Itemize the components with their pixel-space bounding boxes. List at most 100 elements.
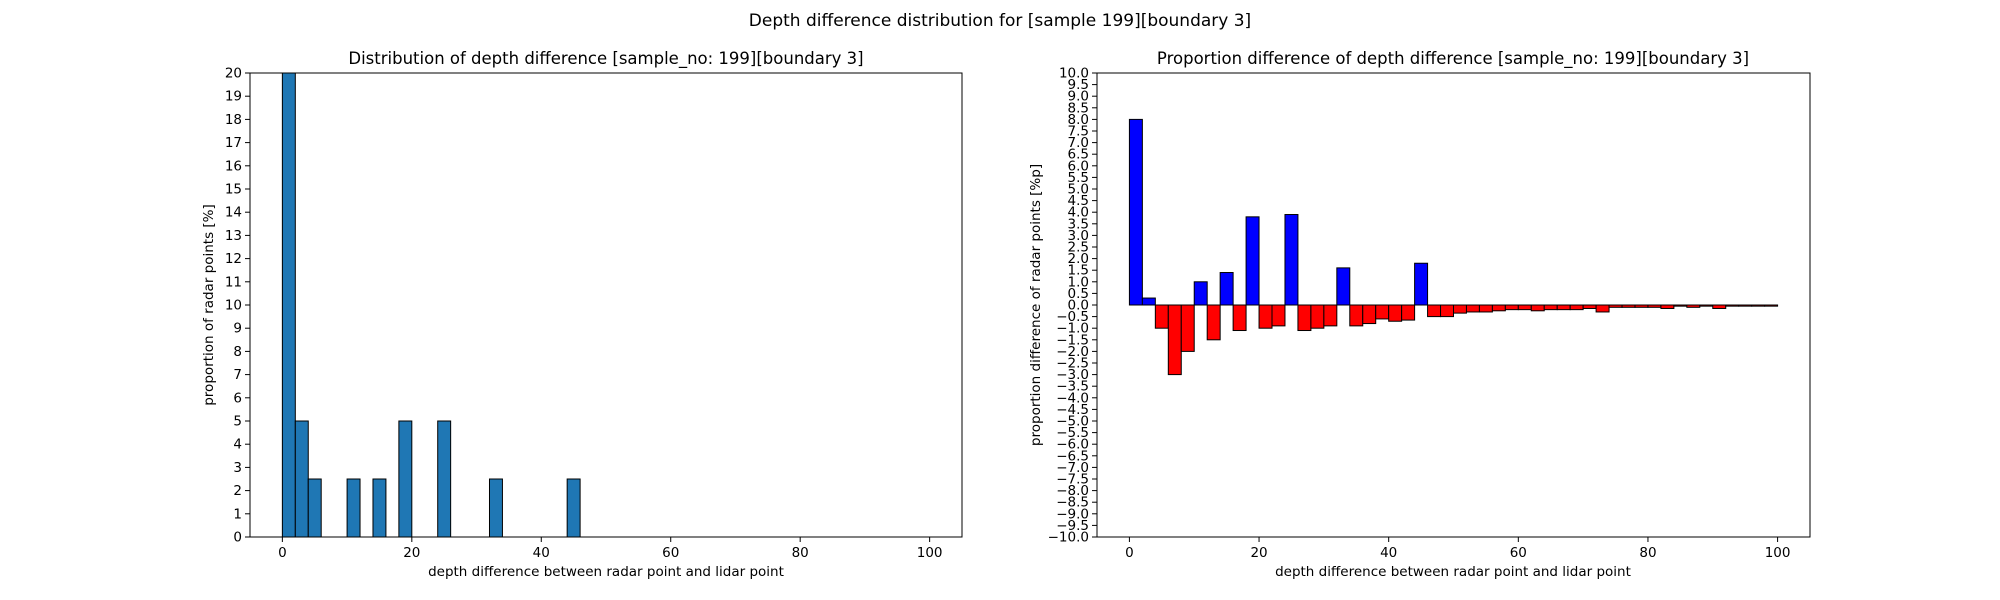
left-x-tick-label: 60 — [662, 545, 679, 561]
right-y-tick-label: −2.5 — [1056, 356, 1089, 372]
left-bar — [372, 478, 387, 538]
right-y-tick-label: 4.5 — [1068, 193, 1089, 209]
right-bar — [1621, 304, 1636, 308]
left-y-tick-label: 17 — [225, 135, 242, 151]
right-bar — [1375, 304, 1390, 320]
left-bar — [488, 478, 503, 538]
right-y-tick-label: 8.0 — [1068, 112, 1089, 128]
right-bar — [1686, 304, 1701, 308]
right-bar — [1634, 304, 1649, 308]
right-y-tick-label: −6.5 — [1056, 448, 1089, 464]
left-y-tick-label: 8 — [233, 344, 242, 360]
right-y-axis-label: proportion difference of radar points [%… — [1028, 164, 1044, 446]
right-y-tick-label: 0.0 — [1068, 298, 1089, 314]
right-y-tick-label: −2.0 — [1056, 344, 1089, 360]
right-chart: Proportion difference of depth differenc… — [1028, 49, 1811, 580]
right-bar — [1414, 262, 1429, 306]
right-y-tick-label: −5.0 — [1056, 414, 1089, 430]
left-y-tick-label: 12 — [225, 251, 242, 267]
right-y-tick-label: −4.0 — [1056, 390, 1089, 406]
right-y-tick-label: 7.5 — [1068, 124, 1089, 140]
right-x-tick-label: 40 — [1380, 545, 1397, 561]
right-bar — [1323, 304, 1338, 327]
right-y-tick-label: −5.5 — [1056, 425, 1089, 441]
right-bar — [1556, 304, 1571, 311]
right-x-tick-label: 0 — [1125, 545, 1134, 561]
right-y-tick-label: −8.0 — [1056, 483, 1089, 499]
right-bar — [1206, 304, 1221, 341]
right-y-tick-label: −10.0 — [1048, 530, 1089, 546]
right-bar — [1569, 304, 1584, 311]
left-y-tick-label: 16 — [225, 158, 242, 174]
right-bar — [1245, 216, 1260, 306]
right-bar — [1504, 304, 1519, 311]
left-x-axis-label: depth difference between radar point and… — [428, 564, 784, 580]
right-bar — [1258, 304, 1273, 329]
right-y-tick-label: 7.0 — [1068, 135, 1089, 151]
right-y-tick-label: 0.5 — [1068, 286, 1089, 302]
right-y-tick-label: −1.0 — [1056, 321, 1089, 337]
right-bar — [1310, 304, 1325, 329]
right-y-tick-label: 3.5 — [1068, 216, 1089, 232]
left-bar — [346, 478, 361, 538]
right-x-tick-label: 20 — [1250, 545, 1267, 561]
right-y-tick-label: −7.0 — [1056, 460, 1089, 476]
right-y-tick-label: 9.0 — [1068, 89, 1089, 105]
left-y-axis-label: proportion of radar points [%] — [201, 204, 217, 406]
left-x-tick-label: 100 — [917, 545, 943, 561]
left-y-tick-label: 1 — [233, 506, 242, 522]
right-y-tick-label: −9.0 — [1056, 506, 1089, 522]
right-y-tick-label: −1.5 — [1056, 332, 1089, 348]
left-bar — [294, 420, 309, 538]
left-y-tick-label: 3 — [233, 460, 242, 476]
right-bar — [1712, 304, 1727, 309]
right-bar — [1232, 304, 1247, 332]
right-bar — [1725, 304, 1740, 307]
right-x-axis-label: depth difference between radar point and… — [1275, 564, 1631, 580]
right-bar — [1219, 272, 1234, 306]
right-bar — [1530, 304, 1545, 312]
right-bar — [1401, 304, 1416, 321]
right-y-tick-label: −7.5 — [1056, 472, 1089, 488]
right-y-tick-label: −0.5 — [1056, 309, 1089, 325]
right-chart-title: Proportion difference of depth differenc… — [1157, 49, 1749, 69]
left-y-tick-label: 6 — [233, 390, 242, 406]
left-bar — [307, 478, 322, 538]
left-x-tick-label: 40 — [533, 545, 550, 561]
right-bar — [1349, 304, 1364, 327]
left-y-tick-label: 13 — [225, 228, 242, 244]
right-y-tick-label: 1.5 — [1068, 263, 1089, 279]
right-y-tick-label: 5.0 — [1068, 182, 1089, 198]
left-bar — [281, 72, 296, 538]
right-bar — [1478, 304, 1493, 313]
left-y-tick-label: 20 — [225, 66, 242, 82]
left-bar — [566, 478, 581, 538]
right-bar — [1751, 304, 1766, 307]
right-bar — [1543, 304, 1558, 311]
figure-suptitle: Depth difference distribution for [sampl… — [749, 11, 1251, 31]
right-bar — [1388, 304, 1403, 322]
right-y-tick-label: 4.0 — [1068, 205, 1089, 221]
right-bar — [1453, 304, 1467, 314]
right-x-tick-label: 60 — [1510, 545, 1527, 561]
right-y-tick-label: −3.0 — [1056, 367, 1089, 383]
right-bar — [1647, 304, 1662, 308]
right-bar — [1180, 304, 1195, 352]
left-x-tick-label: 20 — [403, 545, 420, 561]
right-x-tick-label: 80 — [1639, 545, 1656, 561]
left-chart-title: Distribution of depth difference [sample… — [348, 49, 863, 69]
right-bar — [1764, 304, 1779, 307]
left-y-tick-label: 11 — [225, 274, 242, 290]
right-y-tick-label: 3.0 — [1068, 228, 1089, 244]
right-y-tick-label: 10.0 — [1059, 66, 1089, 82]
left-chart: Distribution of depth difference [sample… — [201, 49, 963, 580]
left-y-tick-label: 0 — [233, 530, 242, 546]
right-bar — [1193, 281, 1208, 306]
right-y-tick-label: 2.0 — [1068, 251, 1089, 267]
right-bar — [1582, 304, 1597, 309]
left-x-tick-label: 0 — [278, 545, 287, 561]
left-y-tick-label: 9 — [233, 321, 242, 337]
right-bar — [1673, 304, 1688, 307]
right-bar — [1154, 304, 1169, 329]
